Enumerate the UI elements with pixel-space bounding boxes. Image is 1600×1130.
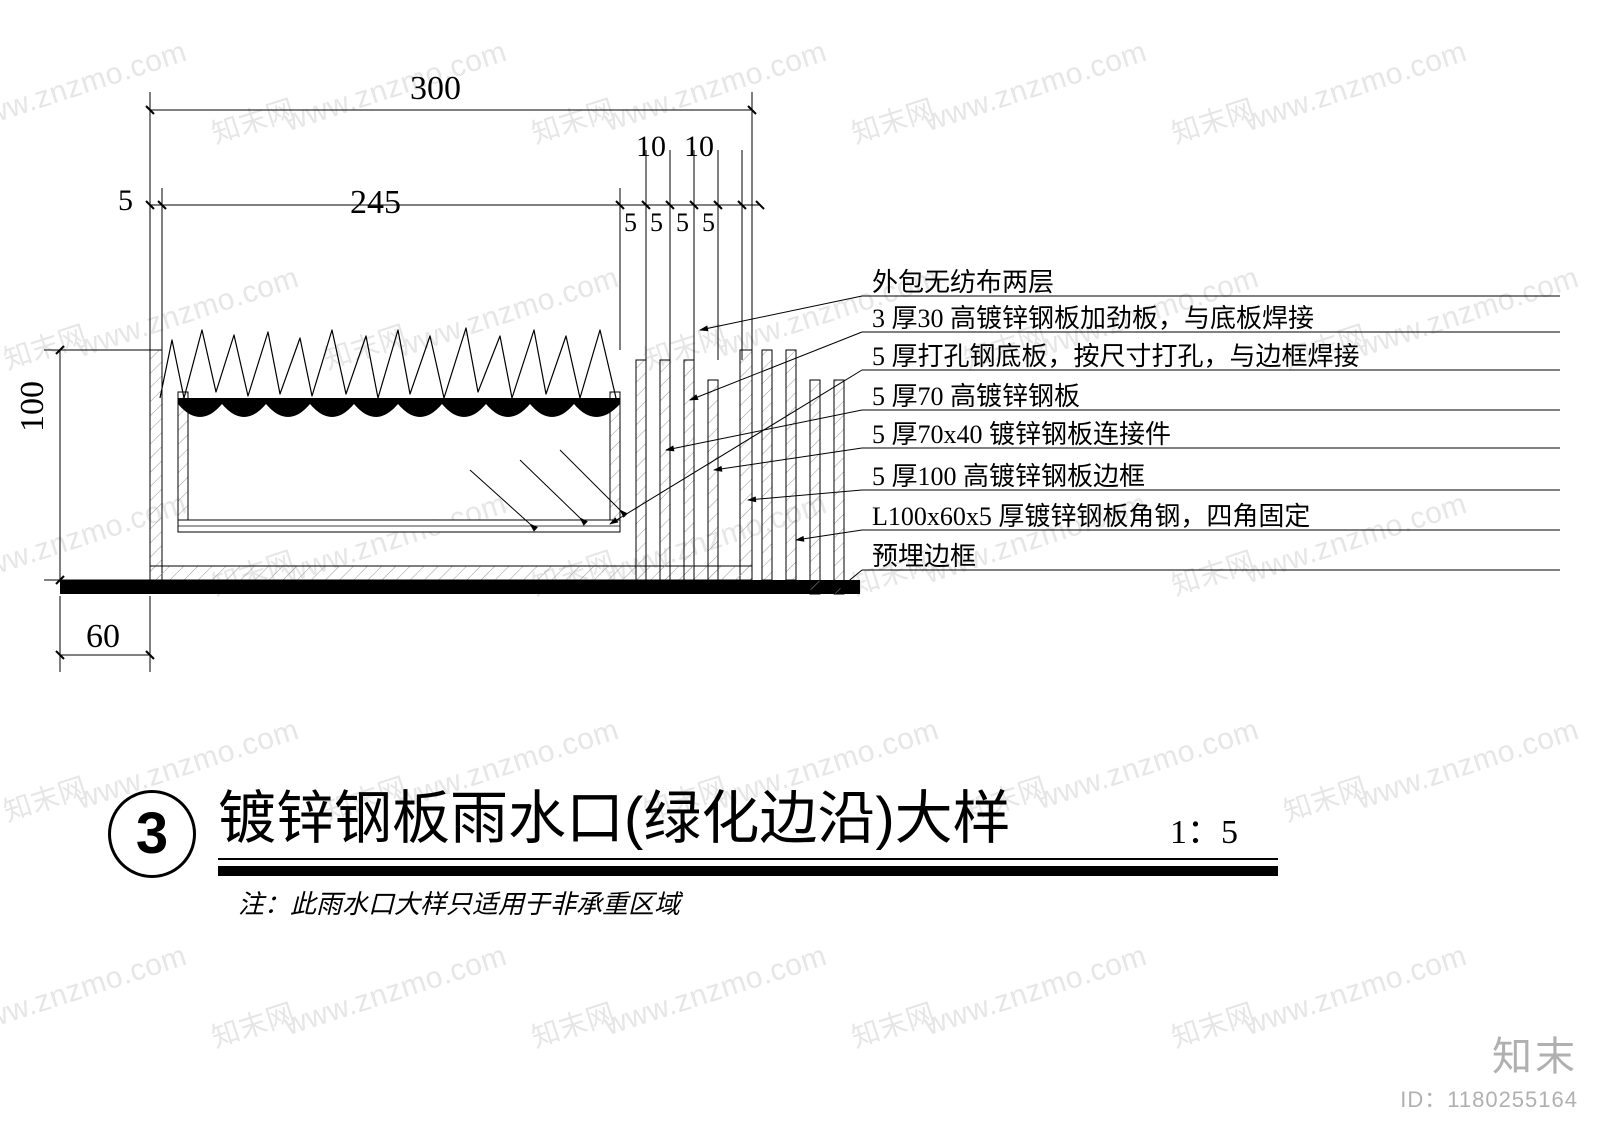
dim-5c: 5 (676, 210, 689, 236)
drawing-scale: 1：5 (1170, 816, 1238, 850)
detail-number-circle: 3 (108, 790, 196, 878)
section-drawing (0, 0, 1600, 1130)
title-note: 注：此雨水口大样只适用于非承重区域 (238, 892, 680, 918)
title-thin-rule (218, 858, 1278, 860)
dim-10b: 10 (684, 132, 714, 162)
dim-245: 245 (350, 186, 401, 220)
dim-100: 100 (16, 381, 50, 432)
annot-6: L100x60x5 厚镀锌钢板角钢，四角固定 (872, 504, 1310, 530)
annot-2: 5 厚打孔钢底板，按尺寸打孔，与边框焊接 (872, 344, 1360, 370)
dim-300: 300 (410, 72, 461, 106)
title-heavy-rule (218, 866, 1278, 876)
diagram-stage: www.znzmo.com知末网www.znzmo.com知末网www.znzm… (0, 0, 1600, 1130)
dim-60: 60 (86, 620, 120, 654)
annot-0: 外包无纺布两层 (872, 270, 1054, 296)
dim-10a: 10 (636, 132, 666, 162)
brand-id: ID：1180255164 (1400, 1082, 1578, 1114)
dim-5b: 5 (650, 210, 663, 236)
annot-5: 5 厚100 高镀锌钢板边框 (872, 464, 1145, 490)
annot-7: 预埋边框 (872, 544, 976, 570)
dim-5a: 5 (624, 210, 637, 236)
brand-corner: 知末 ID：1180255164 (1400, 1024, 1578, 1114)
brand-name: 知末 (1400, 1024, 1578, 1082)
dim-5-left: 5 (118, 186, 133, 216)
annot-3: 5 厚70 高镀锌钢板 (872, 384, 1080, 410)
annot-4: 5 厚70x40 镀锌钢板连接件 (872, 422, 1171, 448)
annot-1: 3 厚30 高镀锌钢板加劲板，与底板焊接 (872, 306, 1314, 332)
dim-5d: 5 (702, 210, 715, 236)
drawing-title: 镀锌钢板雨水口(绿化边沿)大样 (218, 790, 1011, 848)
